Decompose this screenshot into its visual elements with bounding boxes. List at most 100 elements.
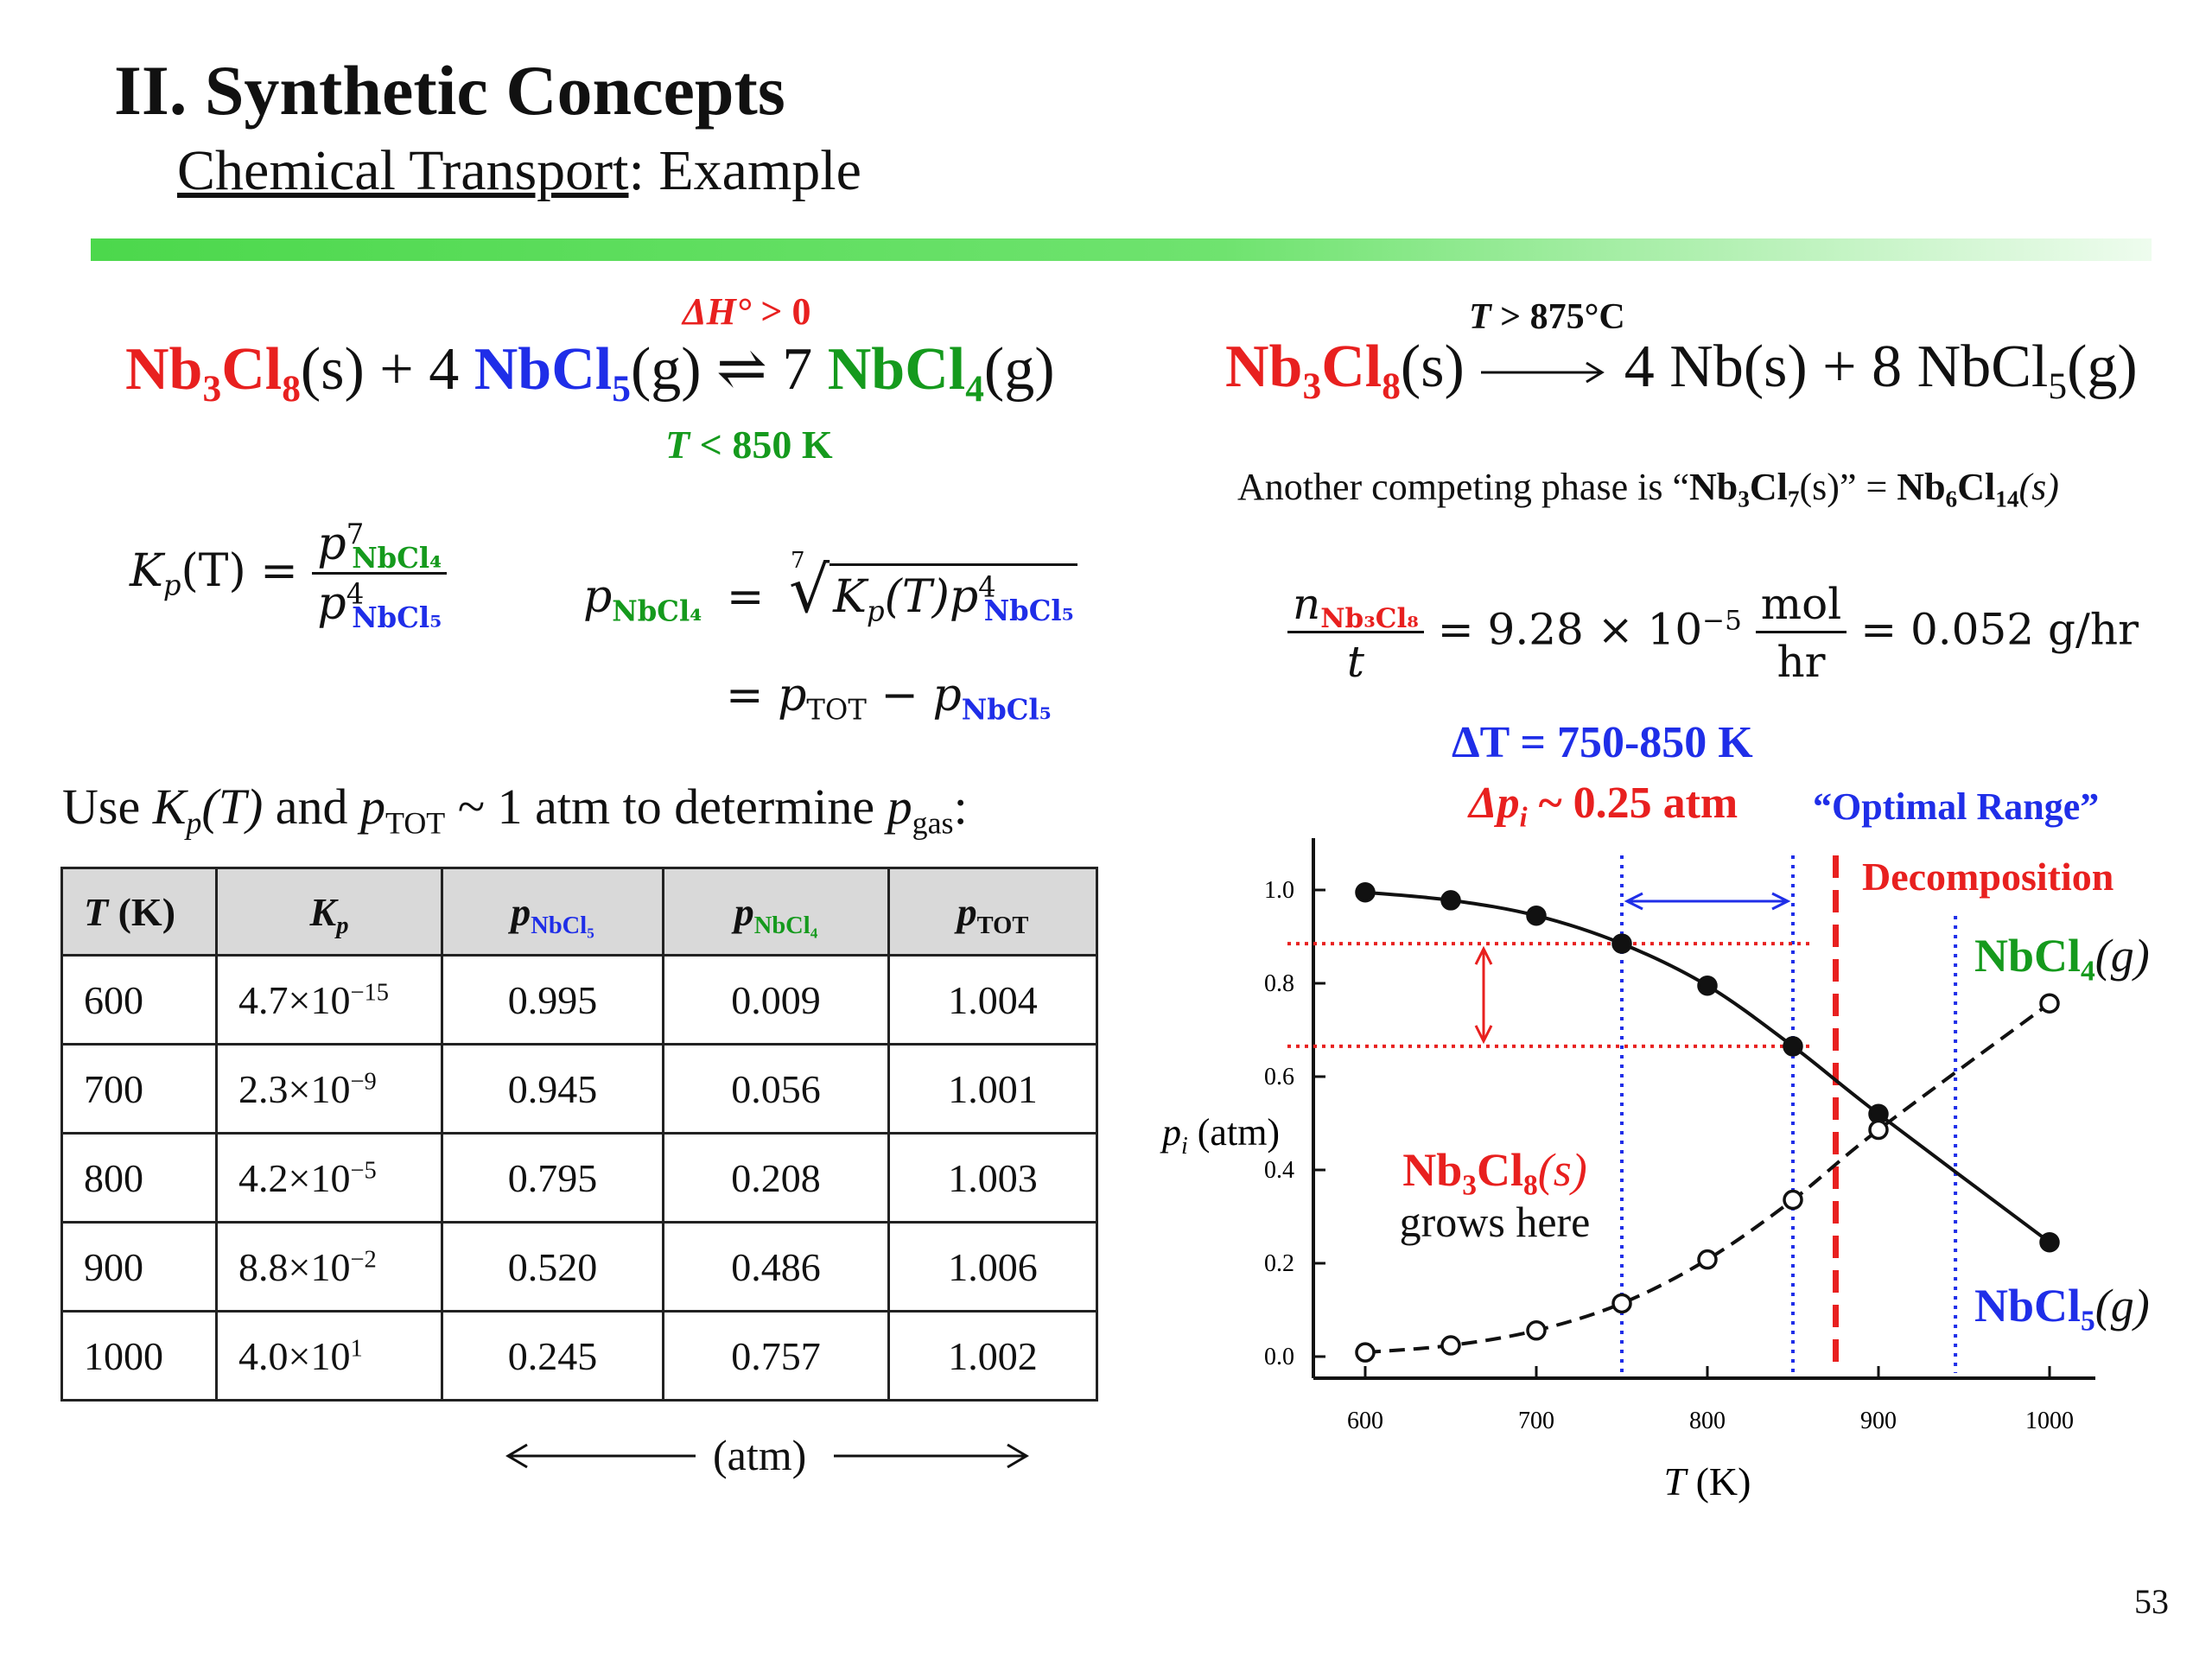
reaction1-equation: Nb3Cl8(s) + 4 NbCl5(g) ⇌ 7 NbCl4(g) <box>125 333 1055 410</box>
table-row: 600 4.7×10−15 0.995 0.009 1.004 <box>60 954 1098 1046</box>
nth-root: 7 √Kp(T)p4NbCl₅ <box>788 548 1077 627</box>
x-tick-label: 800 <box>1689 1408 1726 1434</box>
atm-label: (atm) <box>713 1431 807 1479</box>
y-tick-label: 0.8 <box>1264 970 1294 997</box>
rate-exp: −5 <box>1702 605 1742 637</box>
optimal-range-arrowhead-right <box>1771 892 1791 911</box>
data-point-nbcl4 <box>1868 1119 1889 1141</box>
kp-lhs-arg: (T) = <box>181 545 298 597</box>
y-tick-label: 0.0 <box>1264 1344 1294 1370</box>
x-tick-label: 700 <box>1518 1408 1554 1434</box>
data-point-nbcl4 <box>1526 1320 1547 1341</box>
data-point-nbcl5 <box>2039 1231 2060 1253</box>
kp-num-sup: 7 <box>346 518 365 551</box>
partial-pressure-table: T (K) Kp pNbCl₅ pNbCl₄ pTOT 600 4.7×10−15… <box>60 867 1098 1402</box>
table-header-row: T (K) Kp pNbCl₅ pNbCl₄ pTOT <box>60 867 1098 957</box>
line2-sub1: TOT <box>806 693 867 727</box>
t-symbol: T <box>665 423 690 467</box>
y-tick-label: 0.4 <box>1264 1157 1294 1184</box>
reaction1-state-g1: (g) <box>630 336 702 403</box>
data-point-nbcl4 <box>1697 1249 1718 1270</box>
reaction1-arrow: ⇌ 7 <box>701 336 828 403</box>
competing-phase-text: Another competing phase is “Nb3Cl7(s)” =… <box>1237 466 2059 512</box>
reaction2-equation: Nb3Cl8(s) 4 Nb(s) + 8 NbCl5(g) <box>1225 333 2138 407</box>
subtitle-rest: : Example <box>628 139 861 202</box>
data-point-nbcl4 <box>1440 1335 1461 1356</box>
root-index: 7 <box>790 548 805 574</box>
header-pTOT: pTOT <box>887 867 1098 957</box>
chart-reference-lines <box>1287 855 1958 1373</box>
header-Kp: Kp <box>215 867 443 957</box>
data-point-nbcl4 <box>2039 993 2060 1014</box>
use-kp-text: Use Kp(T) and pTOT ~ 1 atm to determine … <box>62 779 968 841</box>
delta-p-arrowhead-top <box>1474 945 1493 965</box>
rate-equation: nNb₃Cl₈ t = 9.28 × 10−5 mol hr = 0.052 g… <box>1287 579 2139 687</box>
table-row: 900 8.8×10−2 0.520 0.486 1.006 <box>60 1221 1098 1313</box>
table-row: 700 2.3×10−9 0.945 0.056 1.001 <box>60 1043 1098 1135</box>
nbcl5-series-label: NbCl5(g) <box>1974 1280 2150 1338</box>
reaction1-dh-label: ΔH° > 0 <box>683 289 810 334</box>
x-tick-label: 1000 <box>2025 1408 2074 1434</box>
y-tick-label: 0.2 <box>1264 1250 1294 1277</box>
line2-sub2: NbCl₅ <box>961 693 1052 727</box>
series-line-nbcl4 <box>1364 1001 2051 1355</box>
optimal-range-label: “Optimal Range” <box>1813 785 2100 828</box>
kp-fraction: p7NbCl₄ p4NbCl₅ <box>312 518 448 632</box>
reaction1-state-g2: (g) <box>983 336 1055 403</box>
title-green-bar <box>91 238 2152 261</box>
line2-minus: − p <box>866 670 962 721</box>
line2-eq: = p <box>726 670 807 721</box>
page-subtitle: Chemical Transport: Example <box>177 138 861 204</box>
delta-t-label: ΔT = 750-850 K <box>1452 718 1753 767</box>
decomposition-label: Decomposition <box>1862 855 2114 899</box>
data-point-nbcl4 <box>1611 1293 1632 1314</box>
reaction1-plus: + 4 <box>364 336 474 403</box>
root-sign: √ <box>788 553 830 627</box>
reaction1-reactant: Nb3Cl8 <box>125 336 301 410</box>
data-point-nbcl4 <box>1355 1342 1376 1363</box>
reaction1-state-s: (s) <box>300 336 365 403</box>
data-point-nbcl4 <box>1783 1189 1803 1211</box>
reaction2-products: 4 Nb(s) + 8 NbCl5(g) <box>1609 334 2138 407</box>
kp-den-p: p <box>317 578 346 630</box>
reaction2-state-s: (s) <box>1400 334 1465 400</box>
radicand: Kp(T)p4NbCl₅ <box>830 563 1077 625</box>
pnbcl4-line2: = pTOT − pNbCl₅ <box>726 670 1052 723</box>
dh-symbol: ΔH° <box>683 290 752 333</box>
x-tick-label: 600 <box>1347 1408 1383 1434</box>
rate-unit-fraction: mol hr <box>1755 579 1847 687</box>
header-pNbCl5: pNbCl₅ <box>441 867 664 957</box>
data-point-nbcl5 <box>1526 905 1547 926</box>
rate-end: = 0.052 g/hr <box>1860 604 2139 655</box>
table-row: 800 4.2×10−5 0.795 0.208 1.003 <box>60 1132 1098 1224</box>
x-tick-label: 900 <box>1860 1408 1897 1434</box>
kp-lhs: K <box>130 545 163 597</box>
kp-equation: Kp(T) = p7NbCl₄ p4NbCl₅ <box>130 518 448 632</box>
delta-p-arrowhead-bottom <box>1474 1025 1493 1045</box>
reaction2-temp-label: T > 875°C <box>1469 297 1625 337</box>
data-point-nbcl5 <box>1355 881 1376 903</box>
slide-number: 53 <box>2134 1582 2169 1621</box>
data-point-nbcl5 <box>1783 1036 1803 1057</box>
reaction1-product: NbCl4 <box>827 336 984 410</box>
y-tick-label: 0.6 <box>1264 1064 1294 1090</box>
nbcl4-series-label: NbCl4(g) <box>1974 930 2150 988</box>
grows-here-label: Nb3Cl8(s) grows here <box>1399 1144 1591 1247</box>
page-title: II. Synthetic Concepts <box>114 51 785 130</box>
data-point-nbcl5 <box>1440 890 1461 911</box>
x-axis-label: T (K) <box>1664 1459 1751 1503</box>
kp-lhs-sub: p <box>162 569 181 602</box>
kp-den-sup: 4 <box>346 577 365 611</box>
reaction1-reagent: NbCl5 <box>474 336 631 410</box>
chart-axes: 0.0 0.2 0.4 0.6 0.8 1.0 600 700 800 900 1000 T (K) p… <box>1160 838 2095 1503</box>
rate-fraction: nNb₃Cl₈ t <box>1287 579 1424 687</box>
y-axis-label: pi (atm) <box>1160 1111 1280 1160</box>
pnbcl4-lhs-sub: NbCl₄ <box>612 594 702 628</box>
header-T: T (K) <box>60 867 218 957</box>
table-row: 1000 4.0×101 0.245 0.757 1.002 <box>60 1310 1098 1402</box>
data-point-nbcl5 <box>1697 975 1718 996</box>
reaction1-temp-label: T < 850 K <box>665 422 833 467</box>
pnbcl4-eq: = <box>726 571 765 623</box>
t-condition: < 850 K <box>690 423 833 467</box>
header-pNbCl4: pNbCl₄ <box>662 867 890 957</box>
